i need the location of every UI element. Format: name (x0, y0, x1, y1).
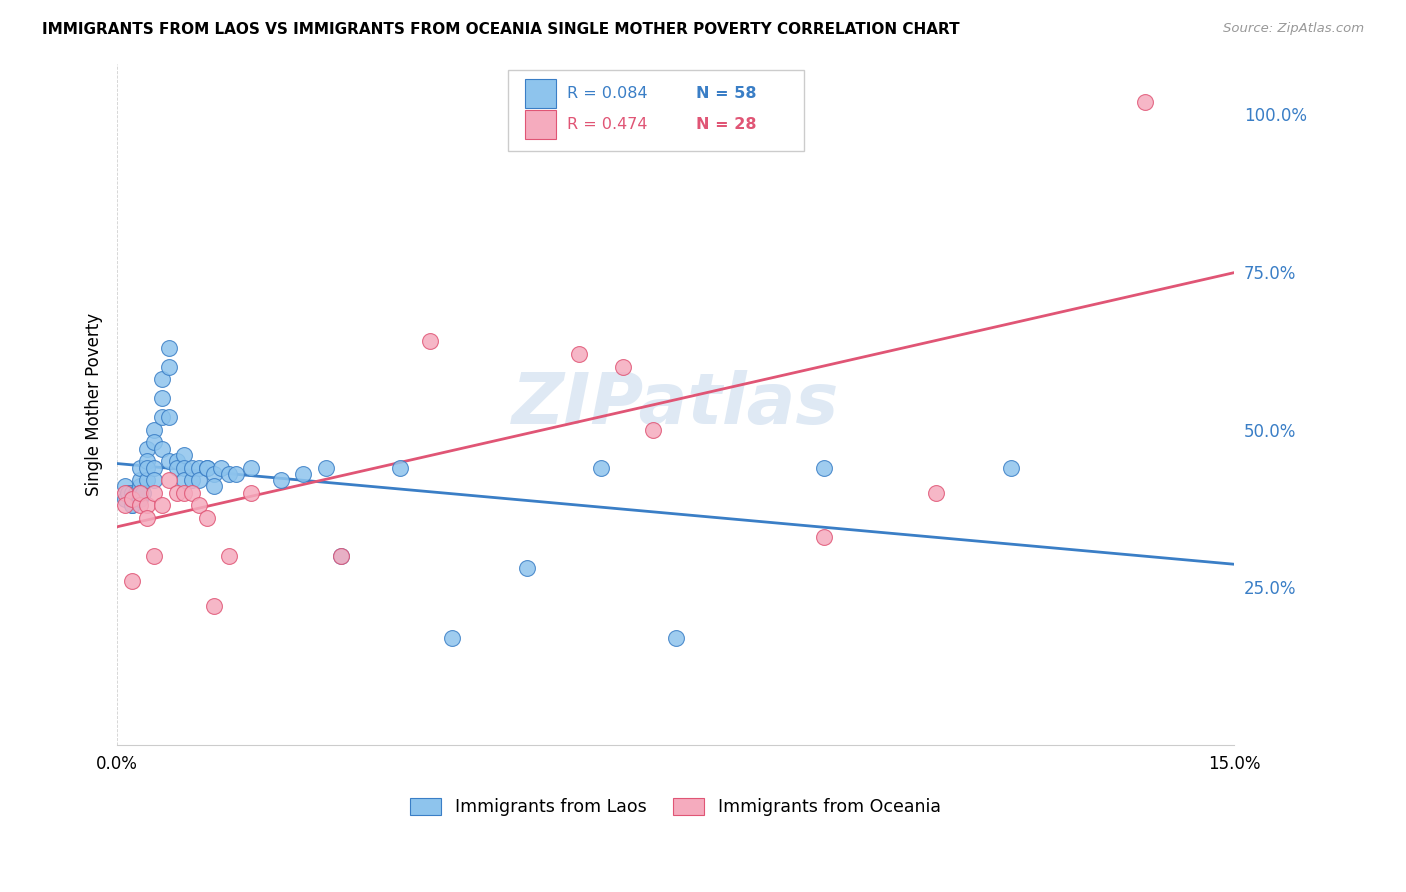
Point (114, 499, 136, 513)
Point (114, 479, 136, 493)
Text: IMMIGRANTS FROM LAOS VS IMMIGRANTS FROM OCEANIA SINGLE MOTHER POVERTY CORRELATIO: IMMIGRANTS FROM LAOS VS IMMIGRANTS FROM … (42, 22, 960, 37)
Point (1133, 95, 1156, 109)
Point (180, 460, 202, 475)
Point (136, 460, 159, 475)
Text: R = 0.474: R = 0.474 (567, 117, 648, 132)
Point (125, 485, 148, 500)
Point (128, 499, 150, 513)
Point (150, 391, 173, 405)
Point (1000, 460, 1022, 475)
Point (591, 460, 613, 475)
Point (240, 460, 263, 475)
Point (180, 485, 202, 500)
Point (173, 460, 195, 475)
Point (195, 511, 218, 525)
Point (166, 485, 188, 500)
Point (292, 467, 315, 481)
Point (143, 549, 166, 563)
Point (143, 460, 166, 475)
Point (114, 485, 136, 500)
Point (128, 479, 150, 493)
Point (150, 410, 173, 425)
Point (218, 549, 240, 563)
Point (173, 485, 195, 500)
Point (121, 499, 143, 513)
Point (117, 485, 139, 500)
Point (202, 467, 225, 481)
Text: N = 28: N = 28 (696, 117, 756, 132)
Point (270, 473, 292, 487)
Point (128, 485, 150, 500)
Legend: Immigrants from Laos, Immigrants from Oceania: Immigrants from Laos, Immigrants from Oc… (404, 791, 948, 823)
Point (166, 460, 188, 475)
Point (128, 460, 150, 475)
Point (419, 334, 441, 349)
Point (157, 341, 180, 355)
Point (813, 460, 835, 475)
Text: Source: ZipAtlas.com: Source: ZipAtlas.com (1223, 22, 1364, 36)
Point (240, 485, 263, 500)
Point (441, 631, 464, 645)
FancyBboxPatch shape (508, 70, 804, 151)
Point (136, 499, 159, 513)
Point (150, 372, 173, 386)
Point (136, 511, 159, 525)
Point (315, 460, 337, 475)
Point (664, 631, 686, 645)
Point (218, 467, 240, 481)
Point (329, 549, 352, 563)
Point (157, 410, 180, 425)
Y-axis label: Single Mother Poverty: Single Mother Poverty (86, 313, 103, 496)
Point (143, 473, 166, 487)
Point (143, 423, 166, 437)
Point (389, 460, 412, 475)
Text: ZIPatlas: ZIPatlas (512, 370, 839, 439)
Point (188, 473, 211, 487)
Point (225, 467, 247, 481)
Point (173, 448, 195, 462)
Bar (524, 79, 555, 108)
Point (150, 499, 173, 513)
Point (121, 499, 143, 513)
Point (195, 460, 218, 475)
Point (166, 454, 188, 468)
Point (568, 347, 591, 361)
Point (195, 460, 218, 475)
Point (516, 561, 538, 575)
Point (136, 473, 159, 487)
Point (143, 435, 166, 450)
Point (150, 442, 173, 456)
Point (643, 423, 665, 437)
Text: R = 0.084: R = 0.084 (567, 86, 648, 101)
Point (121, 574, 143, 588)
Point (121, 485, 143, 500)
Point (157, 359, 180, 374)
Point (128, 485, 150, 500)
Bar (524, 111, 555, 139)
Point (128, 491, 150, 506)
Point (114, 491, 136, 506)
Point (202, 479, 225, 493)
Point (209, 460, 232, 475)
Point (143, 485, 166, 500)
Point (813, 530, 835, 544)
Text: N = 58: N = 58 (696, 86, 756, 101)
Point (136, 442, 159, 456)
Point (121, 491, 143, 506)
Point (136, 454, 159, 468)
Point (121, 491, 143, 506)
Point (157, 454, 180, 468)
Point (173, 473, 195, 487)
Point (188, 460, 211, 475)
Point (329, 549, 352, 563)
Point (188, 499, 211, 513)
Point (128, 473, 150, 487)
Point (925, 485, 948, 500)
Point (132, 485, 155, 500)
Point (612, 359, 634, 374)
Point (157, 473, 180, 487)
Point (180, 473, 202, 487)
Point (202, 599, 225, 614)
